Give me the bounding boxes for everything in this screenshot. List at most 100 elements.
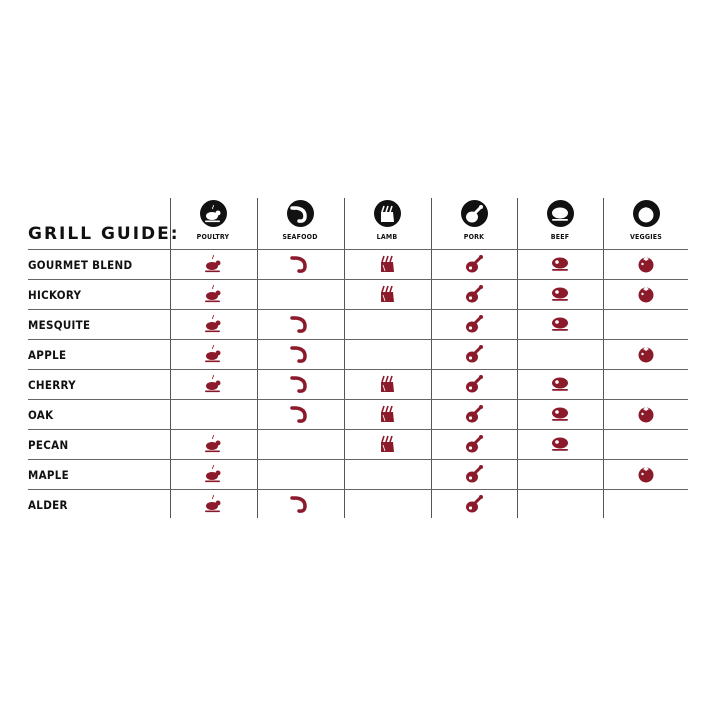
pairing-cell — [431, 459, 517, 489]
shrimp-icon — [290, 494, 310, 514]
pairing-cell — [431, 489, 517, 519]
pairing-cell — [170, 369, 256, 399]
column-header-seafood: SEAFOOD — [257, 200, 343, 241]
column-header-poultry: POULTRY — [170, 200, 256, 241]
pairing-cell — [257, 399, 343, 429]
pairing-cell — [257, 489, 343, 519]
row-label: ALDER — [28, 498, 68, 512]
poultry-icon — [203, 254, 223, 274]
row-label: APPLE — [28, 348, 67, 362]
pairing-cell — [257, 339, 343, 369]
lamb-rack-icon — [377, 254, 397, 274]
column-header-veggies: VEGGIES — [603, 200, 689, 241]
ham-icon — [464, 464, 484, 484]
steak-icon — [549, 314, 571, 334]
pairing-cell — [170, 249, 256, 279]
column-label: PORK — [463, 233, 485, 241]
pairing-cell — [431, 429, 517, 459]
column-label: SEAFOOD — [282, 233, 318, 241]
pairing-cell — [603, 459, 689, 489]
column-label: VEGGIES — [629, 233, 663, 241]
pairing-cell — [344, 399, 430, 429]
lamb-rack-icon — [377, 404, 397, 424]
steak-icon — [549, 404, 571, 424]
row-divider — [28, 309, 688, 310]
row-label: OAK — [28, 408, 54, 422]
pairing-cell — [170, 459, 256, 489]
shrimp-icon — [290, 404, 310, 424]
pairing-cell — [517, 309, 603, 339]
pairing-cell — [431, 249, 517, 279]
column-divider — [431, 198, 432, 518]
poultry-icon — [203, 374, 223, 394]
ham-icon — [464, 314, 484, 334]
poultry-icon — [203, 314, 223, 334]
pairing-cell — [431, 369, 517, 399]
pairing-cell — [170, 429, 256, 459]
pairing-cell — [431, 279, 517, 309]
row-divider — [28, 399, 688, 400]
tomato-icon — [636, 344, 656, 364]
ham-icon — [464, 494, 484, 514]
row-divider — [28, 249, 688, 250]
tomato-icon — [636, 404, 656, 424]
ham-icon — [464, 344, 484, 364]
pairing-cell — [603, 279, 689, 309]
ham-icon — [464, 434, 484, 454]
pairing-cell — [517, 249, 603, 279]
ham-icon — [464, 254, 484, 274]
poultry-icon — [203, 464, 223, 484]
row-divider — [28, 279, 688, 280]
column-header-lamb: LAMB — [344, 200, 430, 241]
pairing-cell — [603, 339, 689, 369]
pairing-cell — [257, 309, 343, 339]
shrimp-icon — [290, 254, 310, 274]
lamb-rack-icon — [377, 284, 397, 304]
row-label: CHERRY — [28, 378, 76, 392]
column-divider — [257, 198, 258, 518]
row-divider — [28, 429, 688, 430]
tomato-icon — [636, 254, 656, 274]
pairing-cell — [170, 279, 256, 309]
row-label: MAPLE — [28, 468, 70, 482]
steak-icon — [549, 374, 571, 394]
row-divider — [28, 339, 688, 340]
ham-icon — [460, 200, 488, 227]
pairing-cell — [170, 489, 256, 519]
column-divider — [170, 198, 171, 518]
pairing-cell — [170, 339, 256, 369]
tomato-icon — [632, 200, 660, 227]
pairing-cell — [344, 279, 430, 309]
column-divider — [603, 198, 604, 518]
pairing-cell — [431, 339, 517, 369]
pairing-cell — [603, 249, 689, 279]
pairing-cell — [517, 429, 603, 459]
lamb-rack-icon — [377, 434, 397, 454]
poultry-icon — [199, 200, 227, 227]
row-label: HICKORY — [28, 288, 82, 302]
pairing-cell — [257, 369, 343, 399]
row-label: MESQUITE — [28, 318, 91, 332]
pairing-cell — [517, 369, 603, 399]
row-label: PECAN — [28, 438, 69, 452]
shrimp-icon — [290, 374, 310, 394]
column-divider — [344, 198, 345, 518]
steak-icon — [546, 200, 574, 227]
ham-icon — [464, 404, 484, 424]
pairing-cell — [344, 249, 430, 279]
pairing-cell — [517, 399, 603, 429]
lamb-rack-icon — [377, 374, 397, 394]
lamb-rack-icon — [373, 200, 401, 227]
pairing-cell — [344, 429, 430, 459]
column-label: POULTRY — [196, 233, 230, 241]
column-label: BEEF — [550, 233, 570, 241]
tomato-icon — [636, 464, 656, 484]
shrimp-icon — [290, 314, 310, 334]
steak-icon — [549, 434, 571, 454]
pairing-cell — [431, 399, 517, 429]
pairing-cell — [431, 309, 517, 339]
column-header-pork: PORK — [431, 200, 517, 241]
shrimp-icon — [290, 344, 310, 364]
column-header-beef: BEEF — [517, 200, 603, 241]
pairing-cell — [344, 369, 430, 399]
